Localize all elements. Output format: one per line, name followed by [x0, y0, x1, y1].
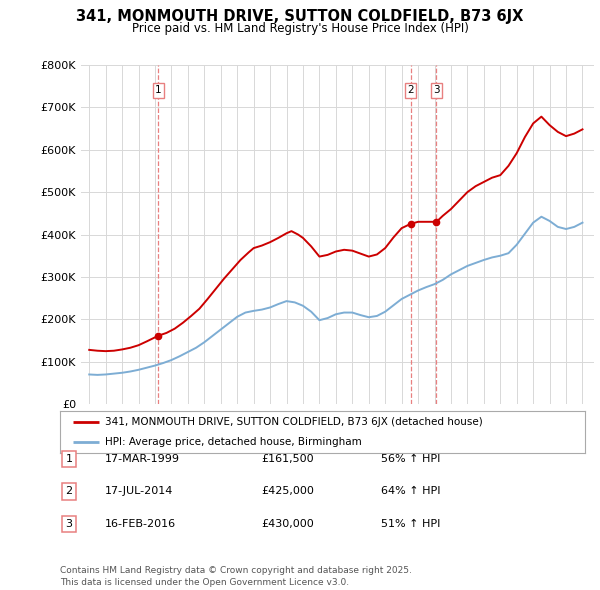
Text: £161,500: £161,500: [261, 454, 314, 464]
Text: 341, MONMOUTH DRIVE, SUTTON COLDFIELD, B73 6JX (detached house): 341, MONMOUTH DRIVE, SUTTON COLDFIELD, B…: [104, 417, 482, 427]
Text: 51% ↑ HPI: 51% ↑ HPI: [381, 519, 440, 529]
Text: Contains HM Land Registry data © Crown copyright and database right 2025.
This d: Contains HM Land Registry data © Crown c…: [60, 566, 412, 587]
Text: £425,000: £425,000: [261, 487, 314, 496]
Text: £430,000: £430,000: [261, 519, 314, 529]
Text: 64% ↑ HPI: 64% ↑ HPI: [381, 487, 440, 496]
Text: 17-JUL-2014: 17-JUL-2014: [105, 487, 173, 496]
Text: 3: 3: [65, 519, 73, 529]
Text: 17-MAR-1999: 17-MAR-1999: [105, 454, 180, 464]
Text: 3: 3: [433, 86, 440, 96]
Text: 341, MONMOUTH DRIVE, SUTTON COLDFIELD, B73 6JX: 341, MONMOUTH DRIVE, SUTTON COLDFIELD, B…: [76, 9, 524, 24]
Text: 1: 1: [155, 86, 162, 96]
Text: 2: 2: [65, 487, 73, 496]
Text: HPI: Average price, detached house, Birmingham: HPI: Average price, detached house, Birm…: [104, 437, 361, 447]
Text: 1: 1: [65, 454, 73, 464]
Text: Price paid vs. HM Land Registry's House Price Index (HPI): Price paid vs. HM Land Registry's House …: [131, 22, 469, 35]
Text: 2: 2: [407, 86, 414, 96]
Text: 56% ↑ HPI: 56% ↑ HPI: [381, 454, 440, 464]
Text: 16-FEB-2016: 16-FEB-2016: [105, 519, 176, 529]
